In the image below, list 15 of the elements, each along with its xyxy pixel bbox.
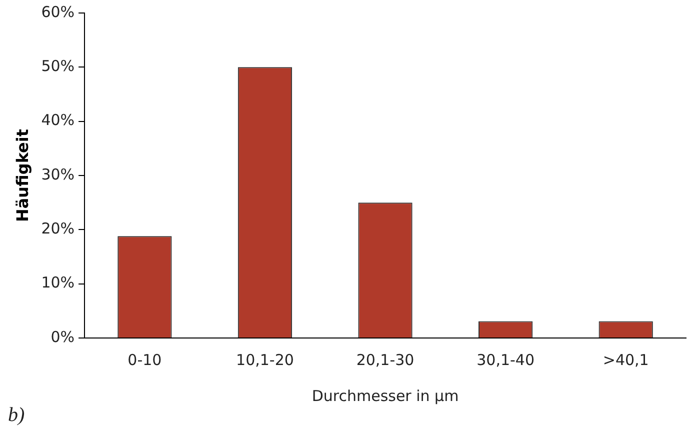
y-tick-label: 10% — [41, 274, 75, 292]
y-tick-label: 40% — [41, 111, 75, 130]
y-tick-label: 0% — [50, 328, 75, 346]
y-tick-label: 20% — [41, 220, 75, 238]
x-axis-title: Durchmesser in µm — [312, 386, 459, 405]
x-tick-label: 0-10 — [128, 350, 162, 369]
y-tick-label: 60% — [41, 2, 75, 21]
x-tick-label: 30,1-40 — [476, 350, 535, 369]
y-tick-label: 30% — [41, 165, 75, 184]
y-tick-label: 50% — [41, 57, 75, 76]
x-tick-label: 20,1-30 — [356, 350, 414, 369]
text: b) — [8, 404, 25, 427]
x-tick-label: 10,1-20 — [236, 350, 294, 369]
x-tick-label: >40,1 — [602, 350, 649, 369]
y-axis-title: Häufigkeit — [12, 128, 32, 222]
